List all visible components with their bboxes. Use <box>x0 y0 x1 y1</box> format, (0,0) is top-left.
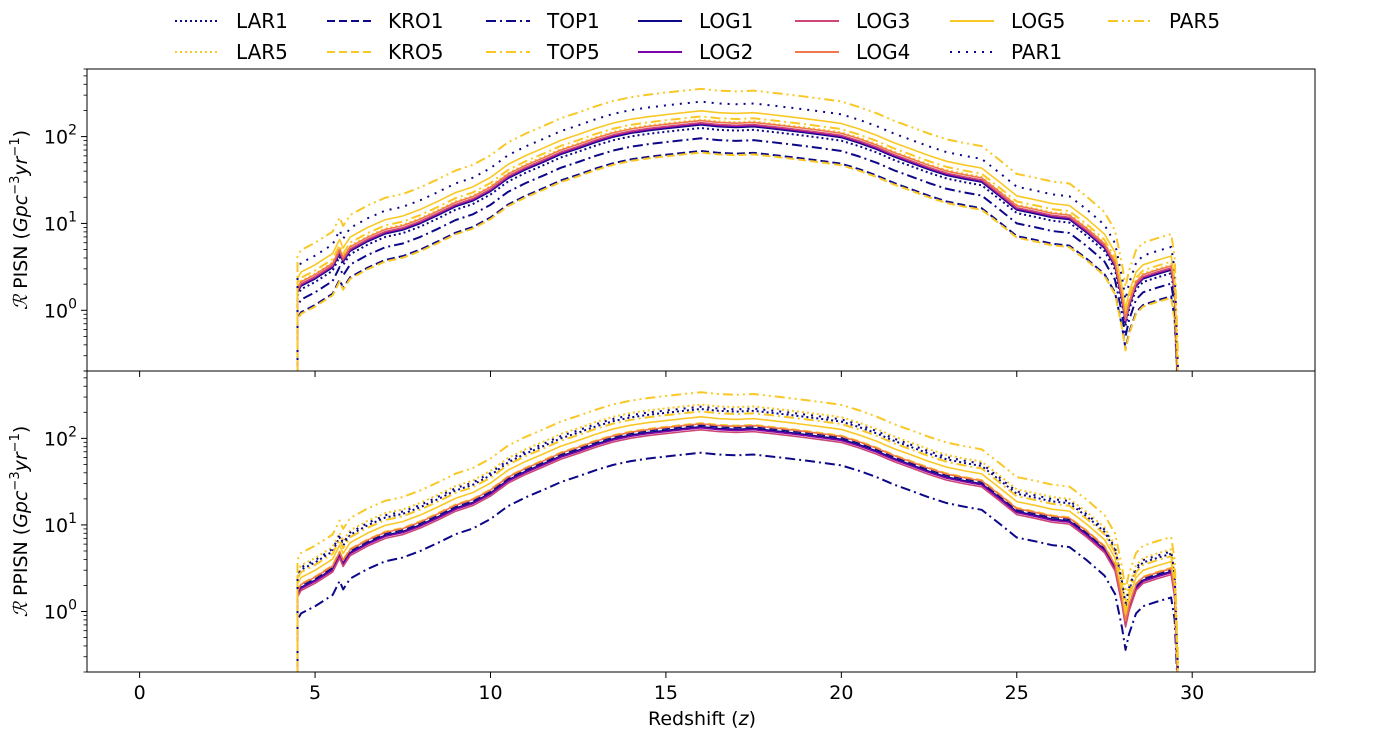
x-tick-label: 20 <box>829 682 853 704</box>
panel-frame <box>86 370 1316 673</box>
series-ppisn-log4 <box>296 422 1179 672</box>
x-tick-label: 5 <box>309 682 321 704</box>
y-tick-label: 100 <box>44 296 77 322</box>
series-pisn-log1 <box>296 124 1179 371</box>
legend-label-kro5: KRO5 <box>388 40 443 64</box>
series-pisn-kro5 <box>296 151 1178 371</box>
series-ppisn-top1 <box>296 451 1179 672</box>
series-pisn-log3 <box>296 121 1179 371</box>
legend-label-top5: TOP5 <box>546 40 600 64</box>
series-ppisn-lar5 <box>296 403 1180 672</box>
legend-label-log5: LOG5 <box>1011 9 1065 33</box>
series-pisn-log4 <box>296 119 1179 371</box>
legend-label-lar1: LAR1 <box>236 9 288 33</box>
series-ppisn-log1 <box>296 425 1179 672</box>
legend-label-par1: PAR1 <box>1011 40 1062 64</box>
x-tick-label: 10 <box>478 682 502 704</box>
y-axis-label-pisn: ℛ PISN (Gpc−3yr−1) <box>8 130 32 310</box>
y-tick-label: 100 <box>44 597 77 623</box>
series-ppisn-log3 <box>296 429 1179 672</box>
legend-label-top1: TOP1 <box>546 9 600 33</box>
legend-label-lar5: LAR5 <box>236 40 288 64</box>
series-pisn-lar5 <box>296 118 1179 371</box>
legend-label-kro1: KRO1 <box>388 9 443 33</box>
legend-label-par5: PAR5 <box>1169 9 1220 33</box>
legend-label-log4: LOG4 <box>856 40 910 64</box>
y-tick-label: 102 <box>44 424 77 450</box>
legend: LAR1 LAR5 KRO1 KRO5 TOP1 TOP5 LOG1 LOG2 LOG3 LOG4… <box>175 9 1220 64</box>
legend-label-log1: LOG1 <box>699 9 753 33</box>
legend-label-log3: LOG3 <box>856 9 910 33</box>
series-ppisn-lar1 <box>296 407 1179 672</box>
series-pisn-log2 <box>296 122 1179 371</box>
series-ppisn-log2 <box>296 427 1179 672</box>
pisn-panel: 100 101 102 ℛ PISN (Gpc−3yr−1) <box>8 68 1316 377</box>
x-tick-label: 25 <box>1005 682 1029 704</box>
x-tick-label: 15 <box>654 682 678 704</box>
y-tick-label: 102 <box>44 123 77 149</box>
series-ppisn-log5 <box>296 416 1179 672</box>
series-pisn-par1 <box>296 100 1180 371</box>
x-axis-label: Redshift (z) <box>648 708 756 730</box>
x-axis: 0 5 10 15 20 25 30 <box>134 682 1205 704</box>
series-ppisn-kro1 <box>296 423 1179 672</box>
y-tick-label: 101 <box>44 209 77 235</box>
y-tick-label: 101 <box>44 511 77 537</box>
series-pisn-top1 <box>296 137 1179 371</box>
series-ppisn-par5 <box>296 391 1180 672</box>
series-pisn-par5 <box>296 87 1180 371</box>
series-ppisn-kro5 <box>296 422 1179 672</box>
ppisn-panel: 100 101 102 ℛ PPISN (Gpc−3yr−1) <box>8 370 1316 678</box>
series-pisn-lar1 <box>296 126 1179 371</box>
series-ppisn-par1 <box>296 405 1179 672</box>
series-pisn-kro1 <box>296 149 1179 371</box>
series-ppisn-top5 <box>296 410 1179 672</box>
y-axis-label-ppisn: ℛ PPISN (Gpc−3yr−1) <box>8 426 32 618</box>
series-pisn-log5 <box>296 110 1179 371</box>
series-pisn-top5 <box>296 115 1179 371</box>
x-tick-label: 0 <box>134 682 146 704</box>
legend-label-log2: LOG2 <box>699 40 753 64</box>
x-tick-label: 30 <box>1180 682 1204 704</box>
